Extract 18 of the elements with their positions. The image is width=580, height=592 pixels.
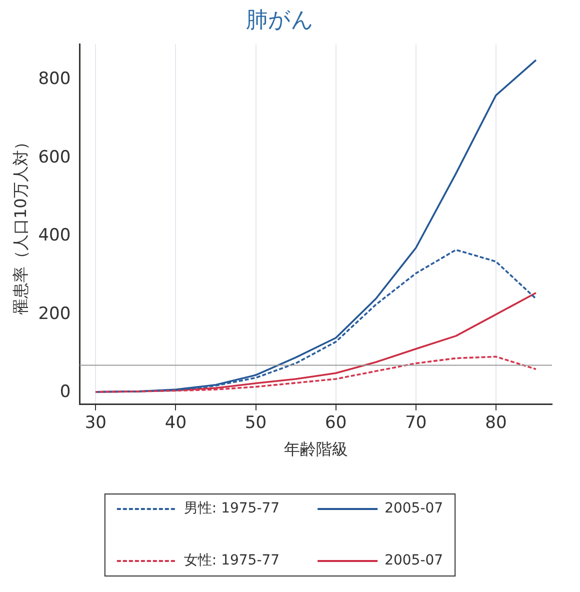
x-tick-label: 50	[244, 413, 267, 434]
x-tick-label: 60	[325, 413, 347, 434]
legend-label: 2005-07	[384, 552, 444, 569]
y-tick-label: 400	[38, 226, 71, 246]
legend-label: 女性: 1975-77	[184, 552, 280, 569]
x-tick-label: 80	[485, 413, 507, 434]
y-tick-label: 0	[60, 382, 71, 402]
y-tick-label: 600	[38, 147, 71, 168]
y-tick-label: 800	[38, 69, 71, 90]
x-tick-label: 40	[164, 413, 187, 434]
chart-title: 肺がん	[246, 8, 314, 33]
y-tick-label: 200	[38, 304, 71, 324]
x-tick-label: 70	[405, 413, 427, 434]
y-axis-title: 罹患率（人口10万人対）	[10, 134, 30, 316]
legend-label: 男性: 1975-77	[184, 500, 280, 517]
legend-label: 2005-07	[384, 500, 444, 517]
x-axis-title: 年齢階級	[284, 440, 348, 459]
x-tick-label: 30	[84, 413, 106, 434]
